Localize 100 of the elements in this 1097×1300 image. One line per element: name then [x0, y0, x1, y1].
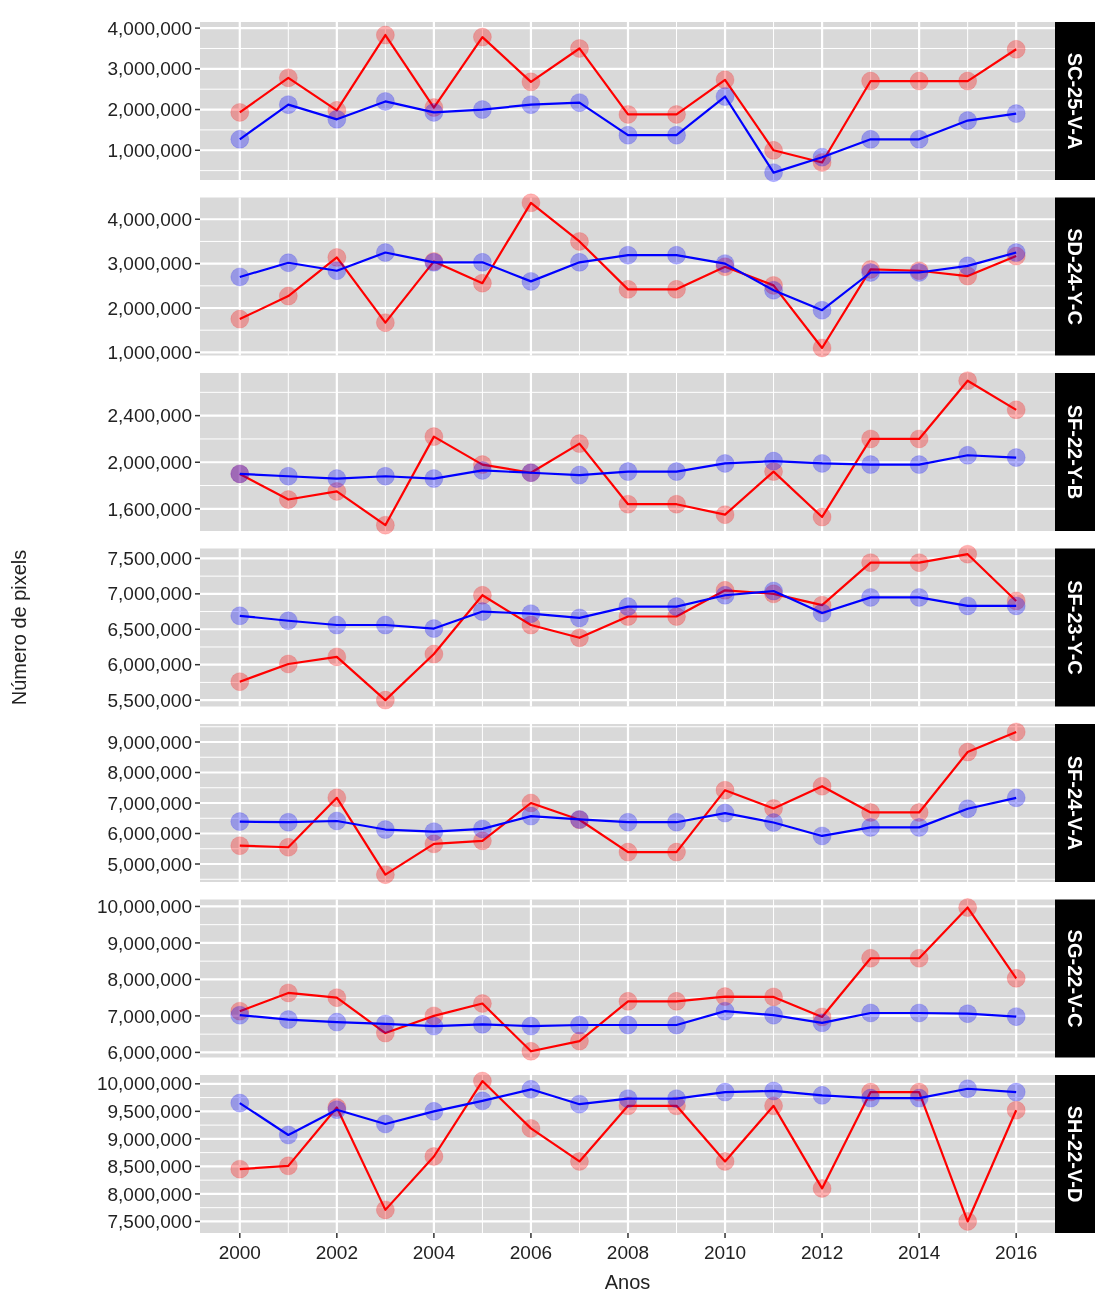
- point: [375, 313, 395, 333]
- point: [861, 553, 881, 573]
- point: [424, 1101, 444, 1121]
- point: [715, 1082, 735, 1102]
- point: [375, 1114, 395, 1134]
- y-tick-label: 9,500,000: [107, 1100, 192, 1122]
- point: [521, 1118, 541, 1138]
- point: [861, 817, 881, 837]
- y-tick-label: 7,000,000: [107, 792, 192, 814]
- point: [909, 948, 929, 968]
- y-tick-label: 1,000,000: [107, 342, 192, 364]
- point: [812, 338, 832, 358]
- point: [472, 27, 492, 47]
- x-axis-title: Anos: [604, 1271, 651, 1293]
- point: [230, 309, 250, 329]
- point: [909, 553, 929, 573]
- y-tick-label: 6,500,000: [107, 618, 192, 640]
- point: [909, 802, 929, 822]
- point: [812, 1013, 832, 1033]
- point: [812, 1085, 832, 1105]
- point: [715, 780, 735, 800]
- point: [715, 505, 735, 525]
- point: [521, 1016, 541, 1036]
- x-tick-label: 2002: [315, 1242, 358, 1263]
- point: [618, 245, 638, 265]
- point: [472, 602, 492, 622]
- y-tick-label: 5,000,000: [107, 853, 192, 875]
- point: [715, 70, 735, 90]
- point: [861, 129, 881, 149]
- point: [521, 95, 541, 115]
- point: [375, 25, 395, 45]
- point: [812, 776, 832, 796]
- point: [375, 690, 395, 710]
- point: [764, 451, 784, 471]
- point: [764, 163, 784, 183]
- point: [472, 585, 492, 605]
- point: [715, 1001, 735, 1021]
- point: [278, 812, 298, 832]
- point: [424, 469, 444, 489]
- point: [375, 615, 395, 635]
- text: SH-22-V-D: [1064, 1105, 1086, 1203]
- point: [472, 460, 492, 480]
- point: [1006, 722, 1026, 742]
- point: [812, 507, 832, 527]
- point: [327, 811, 347, 831]
- point: [958, 1079, 978, 1099]
- point: [812, 147, 832, 167]
- y-tick-label: 7,000,000: [107, 583, 192, 605]
- point: [618, 1015, 638, 1035]
- point: [424, 1146, 444, 1166]
- point: [1006, 448, 1026, 468]
- point: [812, 603, 832, 623]
- x-tick-label: 2012: [800, 1242, 844, 1263]
- y-tick-label: 10,000,000: [96, 896, 192, 918]
- point: [375, 1200, 395, 1220]
- point: [230, 606, 250, 626]
- point: [278, 68, 298, 88]
- y-tick-label: 3,000,000: [107, 253, 192, 275]
- point: [764, 1096, 784, 1116]
- point: [278, 490, 298, 510]
- point: [327, 1012, 347, 1032]
- point: [569, 252, 589, 272]
- point: [618, 279, 638, 299]
- point: [618, 812, 638, 832]
- point: [278, 1010, 298, 1030]
- point: [764, 813, 784, 833]
- point: [667, 1089, 687, 1109]
- point: [230, 129, 250, 149]
- point: [521, 1041, 541, 1061]
- point: [278, 253, 298, 273]
- point: [569, 1151, 589, 1171]
- point: [861, 948, 881, 968]
- point: [958, 898, 978, 918]
- point: [472, 994, 492, 1013]
- y-tick-label: 7,500,000: [107, 548, 192, 570]
- point: [230, 836, 250, 856]
- point: [278, 466, 298, 486]
- x-tick-label: 2014: [897, 1242, 941, 1263]
- point: [278, 95, 298, 115]
- point: [327, 647, 347, 667]
- point: [569, 465, 589, 485]
- point: [424, 822, 444, 842]
- point: [667, 812, 687, 832]
- point: [569, 608, 589, 628]
- y-tick-label: 8,000,000: [107, 1183, 192, 1205]
- point: [667, 462, 687, 482]
- point: [618, 597, 638, 617]
- y-tick-label: 6,000,000: [107, 1042, 192, 1064]
- point: [909, 1088, 929, 1108]
- point: [472, 1091, 492, 1111]
- point: [1006, 1007, 1026, 1027]
- point: [424, 644, 444, 664]
- point: [230, 812, 250, 832]
- point: [667, 245, 687, 265]
- y-tick-label: 2,000,000: [107, 297, 192, 319]
- point: [812, 453, 832, 473]
- point: [327, 109, 347, 129]
- y-tick-label: 6,000,000: [107, 654, 192, 676]
- point: [715, 585, 735, 605]
- y-tick-label: 2,000,000: [107, 99, 192, 121]
